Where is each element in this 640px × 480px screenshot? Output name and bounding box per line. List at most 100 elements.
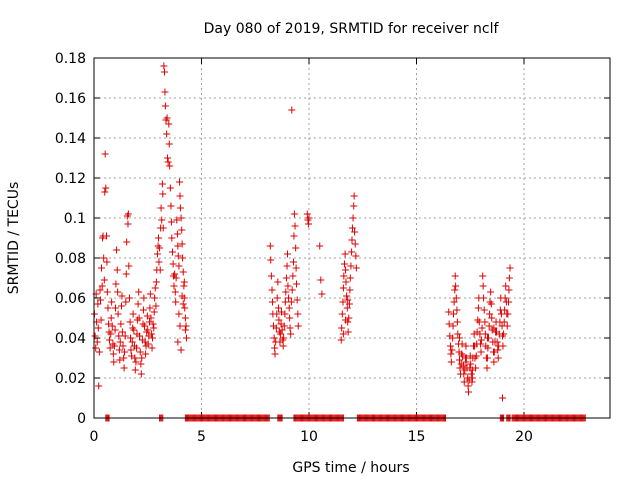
data-point [131, 366, 139, 374]
data-point [346, 286, 354, 294]
data-point [96, 286, 104, 294]
data-point [338, 324, 346, 332]
data-point [505, 286, 513, 294]
data-point [339, 284, 347, 292]
data-point [105, 320, 113, 328]
data-point [148, 344, 156, 352]
data-point [179, 254, 187, 262]
data-point [467, 370, 475, 378]
data-point [148, 334, 156, 342]
data-point [292, 264, 300, 272]
data-point [117, 320, 125, 328]
data-point [460, 378, 468, 386]
data-point [97, 316, 105, 324]
data-point [103, 288, 111, 296]
data-point [477, 348, 485, 356]
data-point [287, 298, 295, 306]
data-point [142, 350, 150, 358]
data-point [135, 288, 143, 296]
data-point [291, 222, 299, 230]
data-point [165, 120, 173, 128]
data-point [150, 324, 158, 332]
data-point [137, 360, 145, 368]
data-point [177, 214, 185, 222]
data-point [137, 370, 145, 378]
data-point [289, 272, 297, 280]
data-point [465, 388, 473, 396]
data-point [151, 294, 159, 302]
data-point [178, 292, 186, 300]
data-point [452, 282, 460, 290]
data-point [144, 340, 152, 348]
data-point [339, 298, 347, 306]
data-point [182, 322, 190, 330]
data-point [181, 314, 189, 322]
data-point [141, 322, 149, 330]
data-point [103, 258, 111, 266]
y-tick-label: 0.16 [55, 91, 86, 107]
data-point [484, 344, 492, 352]
data-point [318, 290, 326, 298]
data-point [288, 106, 296, 114]
data-point [181, 304, 189, 312]
data-point [292, 244, 300, 252]
data-point [480, 306, 488, 314]
data-point [290, 258, 298, 266]
data-point [169, 260, 177, 268]
data-point [284, 282, 292, 290]
data-point [138, 354, 146, 362]
data-point [159, 190, 167, 198]
data-point [288, 286, 296, 294]
data-point [120, 354, 128, 362]
data-point [494, 346, 502, 354]
data-point [460, 370, 468, 378]
data-point [157, 204, 165, 212]
data-point [125, 294, 133, 302]
data-point [100, 276, 108, 284]
data-point [118, 292, 126, 300]
data-point [502, 282, 510, 290]
data-point [104, 304, 112, 312]
data-point [166, 162, 174, 170]
data-point [352, 252, 360, 260]
data-point [303, 210, 311, 218]
data-point [342, 278, 350, 286]
y-axis-label: SRMTID / TECUs [6, 182, 22, 295]
data-point [134, 300, 142, 308]
data-point [280, 322, 288, 330]
data-point [147, 314, 155, 322]
data-point [146, 290, 154, 298]
x-tick-label: 10 [300, 429, 318, 445]
data-point [341, 250, 349, 258]
data-point [181, 326, 189, 334]
data-point [161, 102, 169, 110]
data-point [280, 334, 288, 342]
data-point [449, 310, 457, 318]
data-point [95, 348, 103, 356]
y-tick-label: 0.1 [64, 211, 86, 227]
data-point [93, 338, 101, 346]
data-point [272, 324, 280, 332]
data-point [477, 336, 485, 344]
data-point [107, 330, 115, 338]
y-tick-label: 0 [77, 411, 86, 427]
data-point [271, 350, 279, 358]
data-point [477, 340, 485, 348]
data-point [505, 298, 513, 306]
data-point [95, 382, 103, 390]
data-point [339, 330, 347, 338]
data-point [164, 154, 172, 162]
data-point [305, 214, 313, 222]
data-point [174, 338, 182, 346]
data-point [98, 264, 106, 272]
data-point [161, 88, 169, 96]
data-point [176, 192, 184, 200]
data-point [156, 266, 164, 274]
data-point [172, 298, 180, 306]
data-point [143, 312, 151, 320]
data-point [445, 320, 453, 328]
data-point [279, 342, 287, 350]
data-point [290, 232, 298, 240]
data-point [286, 324, 294, 332]
data-point [115, 332, 123, 340]
